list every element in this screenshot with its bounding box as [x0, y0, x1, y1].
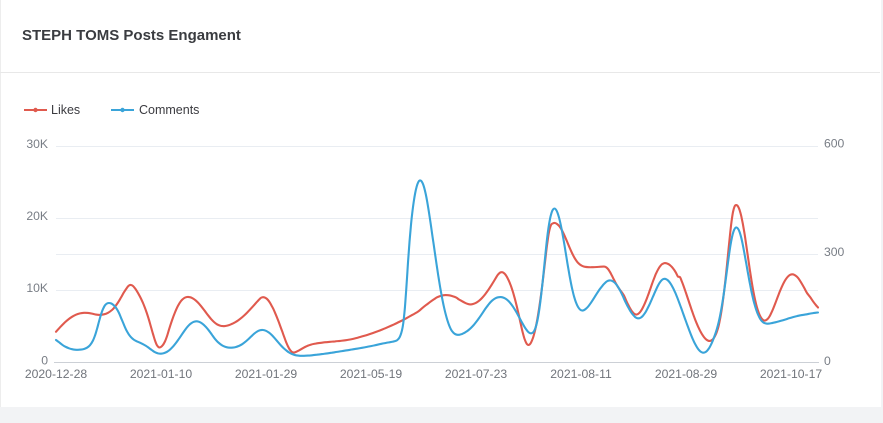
svg-text:2021-05-19: 2021-05-19 [340, 367, 403, 381]
svg-text:2021-08-11: 2021-08-11 [550, 367, 612, 381]
svg-text:2021-10-17: 2021-10-17 [760, 367, 823, 381]
svg-text:10K: 10K [26, 281, 48, 295]
svg-text:2021-07-23: 2021-07-23 [445, 367, 508, 381]
svg-text:2020-12-28: 2020-12-28 [25, 367, 88, 381]
svg-text:Likes: Likes [51, 103, 80, 117]
svg-text:2021-01-10: 2021-01-10 [130, 367, 193, 381]
svg-text:Comments: Comments [139, 103, 199, 117]
svg-text:600: 600 [824, 137, 845, 151]
svg-text:30K: 30K [26, 137, 48, 151]
svg-text:20K: 20K [26, 209, 48, 223]
svg-text:0: 0 [824, 354, 831, 368]
svg-text:300: 300 [824, 245, 845, 259]
svg-text:2021-08-29: 2021-08-29 [655, 367, 718, 381]
svg-text:0: 0 [41, 354, 48, 368]
svg-text:2021-01-29: 2021-01-29 [235, 367, 298, 381]
